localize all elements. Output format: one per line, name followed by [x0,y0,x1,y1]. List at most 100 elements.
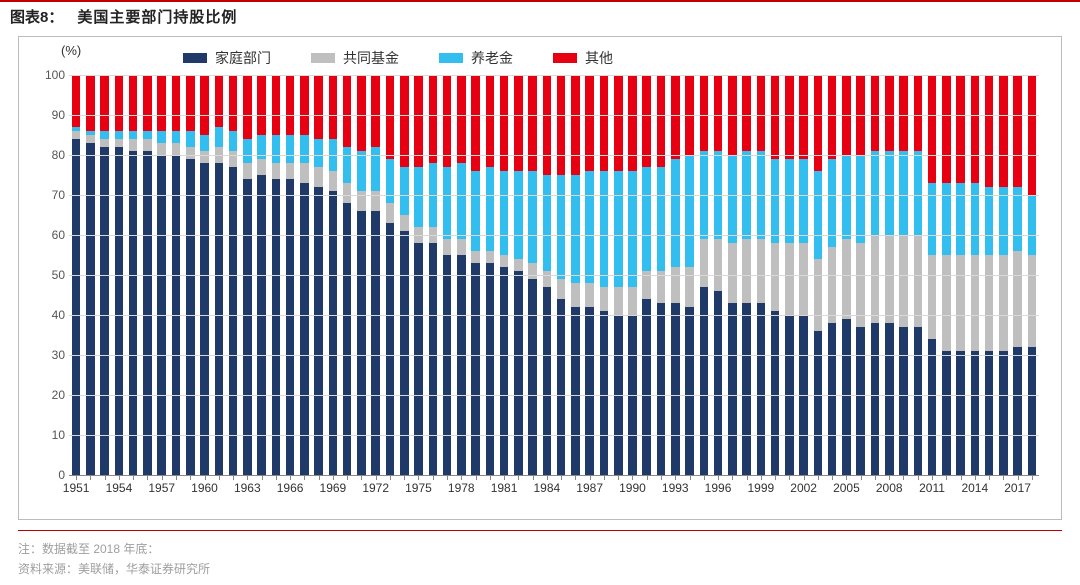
bar-segment-pension [414,167,423,227]
y-tick-label: 30 [35,348,65,362]
gridline [69,275,1039,276]
bar-segment-other [999,75,1008,187]
bar-segment-pension [272,135,281,163]
bar-segment-pension [685,155,694,267]
x-tick [219,475,220,480]
y-tick-label: 70 [35,188,65,202]
bar-segment-mutual [172,143,181,155]
x-tick [347,475,348,480]
bar-segment-household [200,163,209,475]
bar-segment-other [600,75,609,171]
bar-segment-pension [543,175,552,271]
bar-segment-household [771,311,780,475]
x-tick [675,475,676,480]
legend-label: 其他 [585,48,613,68]
bar-segment-household [100,147,109,475]
bar-segment-mutual [257,159,266,175]
x-tick [147,475,148,480]
bar-segment-household [129,151,138,475]
x-tick [476,475,477,480]
bar-segment-other [557,75,566,175]
bar-segment-pension [314,139,323,167]
bar-segment-pension [600,171,609,287]
bar-segment-pension [985,187,994,255]
bar-segment-pension [914,151,923,235]
bar-segment-other [642,75,651,167]
bar-segment-household [828,323,837,475]
x-tick-label: 1996 [705,481,732,495]
bar-segment-pension [585,171,594,283]
bar-segment-mutual [457,239,466,255]
bar-segment-household [272,179,281,475]
legend-item: 共同基金 [311,48,399,68]
bar-segment-mutual [942,255,951,351]
bar-segment-household [400,231,409,475]
x-tick [804,475,805,480]
bar-segment-mutual [500,255,509,267]
y-tick-label: 90 [35,108,65,122]
bar-segment-pension [172,131,181,143]
bar-segment-pension [215,127,224,147]
legend-label: 共同基金 [343,48,399,68]
bar-segment-other [386,75,395,159]
bar-segment-mutual [899,235,908,327]
x-tick [575,475,576,480]
bar-segment-mutual [543,271,552,287]
bar-segment-other [229,75,238,131]
bar-segment-other [1013,75,1022,187]
bar-segment-mutual [1013,251,1022,347]
bar-segment-mutual [557,279,566,299]
x-tick [632,475,633,480]
bar-segment-pension [728,155,737,243]
x-tick-label: 1990 [619,481,646,495]
bar-segment-mutual [314,167,323,187]
footnote-line-1: 注：数据截至 2018 年底： [18,539,1062,559]
x-tick [319,475,320,480]
bar-segment-other [514,75,523,171]
bar-segment-household [585,307,594,475]
legend-item: 家庭部门 [183,48,271,68]
bar-segment-mutual [229,151,238,167]
x-tick [205,475,206,480]
bar-segment-mutual [129,139,138,151]
x-tick-label: 2017 [1004,481,1031,495]
bar-segment-mutual [100,139,109,147]
bar-segment-other [314,75,323,139]
bar-segment-other [115,75,124,131]
x-tick-label: 2014 [961,481,988,495]
bar-segment-pension [956,183,965,255]
bar-segment-pension [457,163,466,239]
bar-segment-household [999,351,1008,475]
legend-item: 养老金 [439,48,513,68]
x-tick [276,475,277,480]
bar-segment-other [700,75,709,151]
x-tick [247,475,248,480]
x-tick [732,475,733,480]
x-tick [361,475,362,480]
x-tick [162,475,163,480]
bar-segment-other [785,75,794,159]
bar-segment-other [828,75,837,159]
bar-segment-household [671,303,680,475]
bar-segment-mutual [371,191,380,211]
gridline [69,195,1039,196]
bar-segment-household [300,183,309,475]
bar-segment-household [885,323,894,475]
bar-segment-mutual [614,287,623,315]
legend-swatch [553,53,577,63]
x-tick-label: 1966 [277,481,304,495]
bar-segment-pension [157,131,166,143]
x-tick [832,475,833,480]
gridline [69,115,1039,116]
x-tick [1003,475,1004,480]
x-tick [404,475,405,480]
bar-segment-other [129,75,138,131]
bar-segment-mutual [486,251,495,263]
chart-area: (%) 家庭部门共同基金养老金其他 0102030405060708090100… [18,36,1062,520]
bar-segment-pension [828,159,837,247]
bar-segment-pension [514,171,523,259]
x-tick [918,475,919,480]
bar-segment-household [486,263,495,475]
x-tick-label: 1993 [662,481,689,495]
x-tick [661,475,662,480]
